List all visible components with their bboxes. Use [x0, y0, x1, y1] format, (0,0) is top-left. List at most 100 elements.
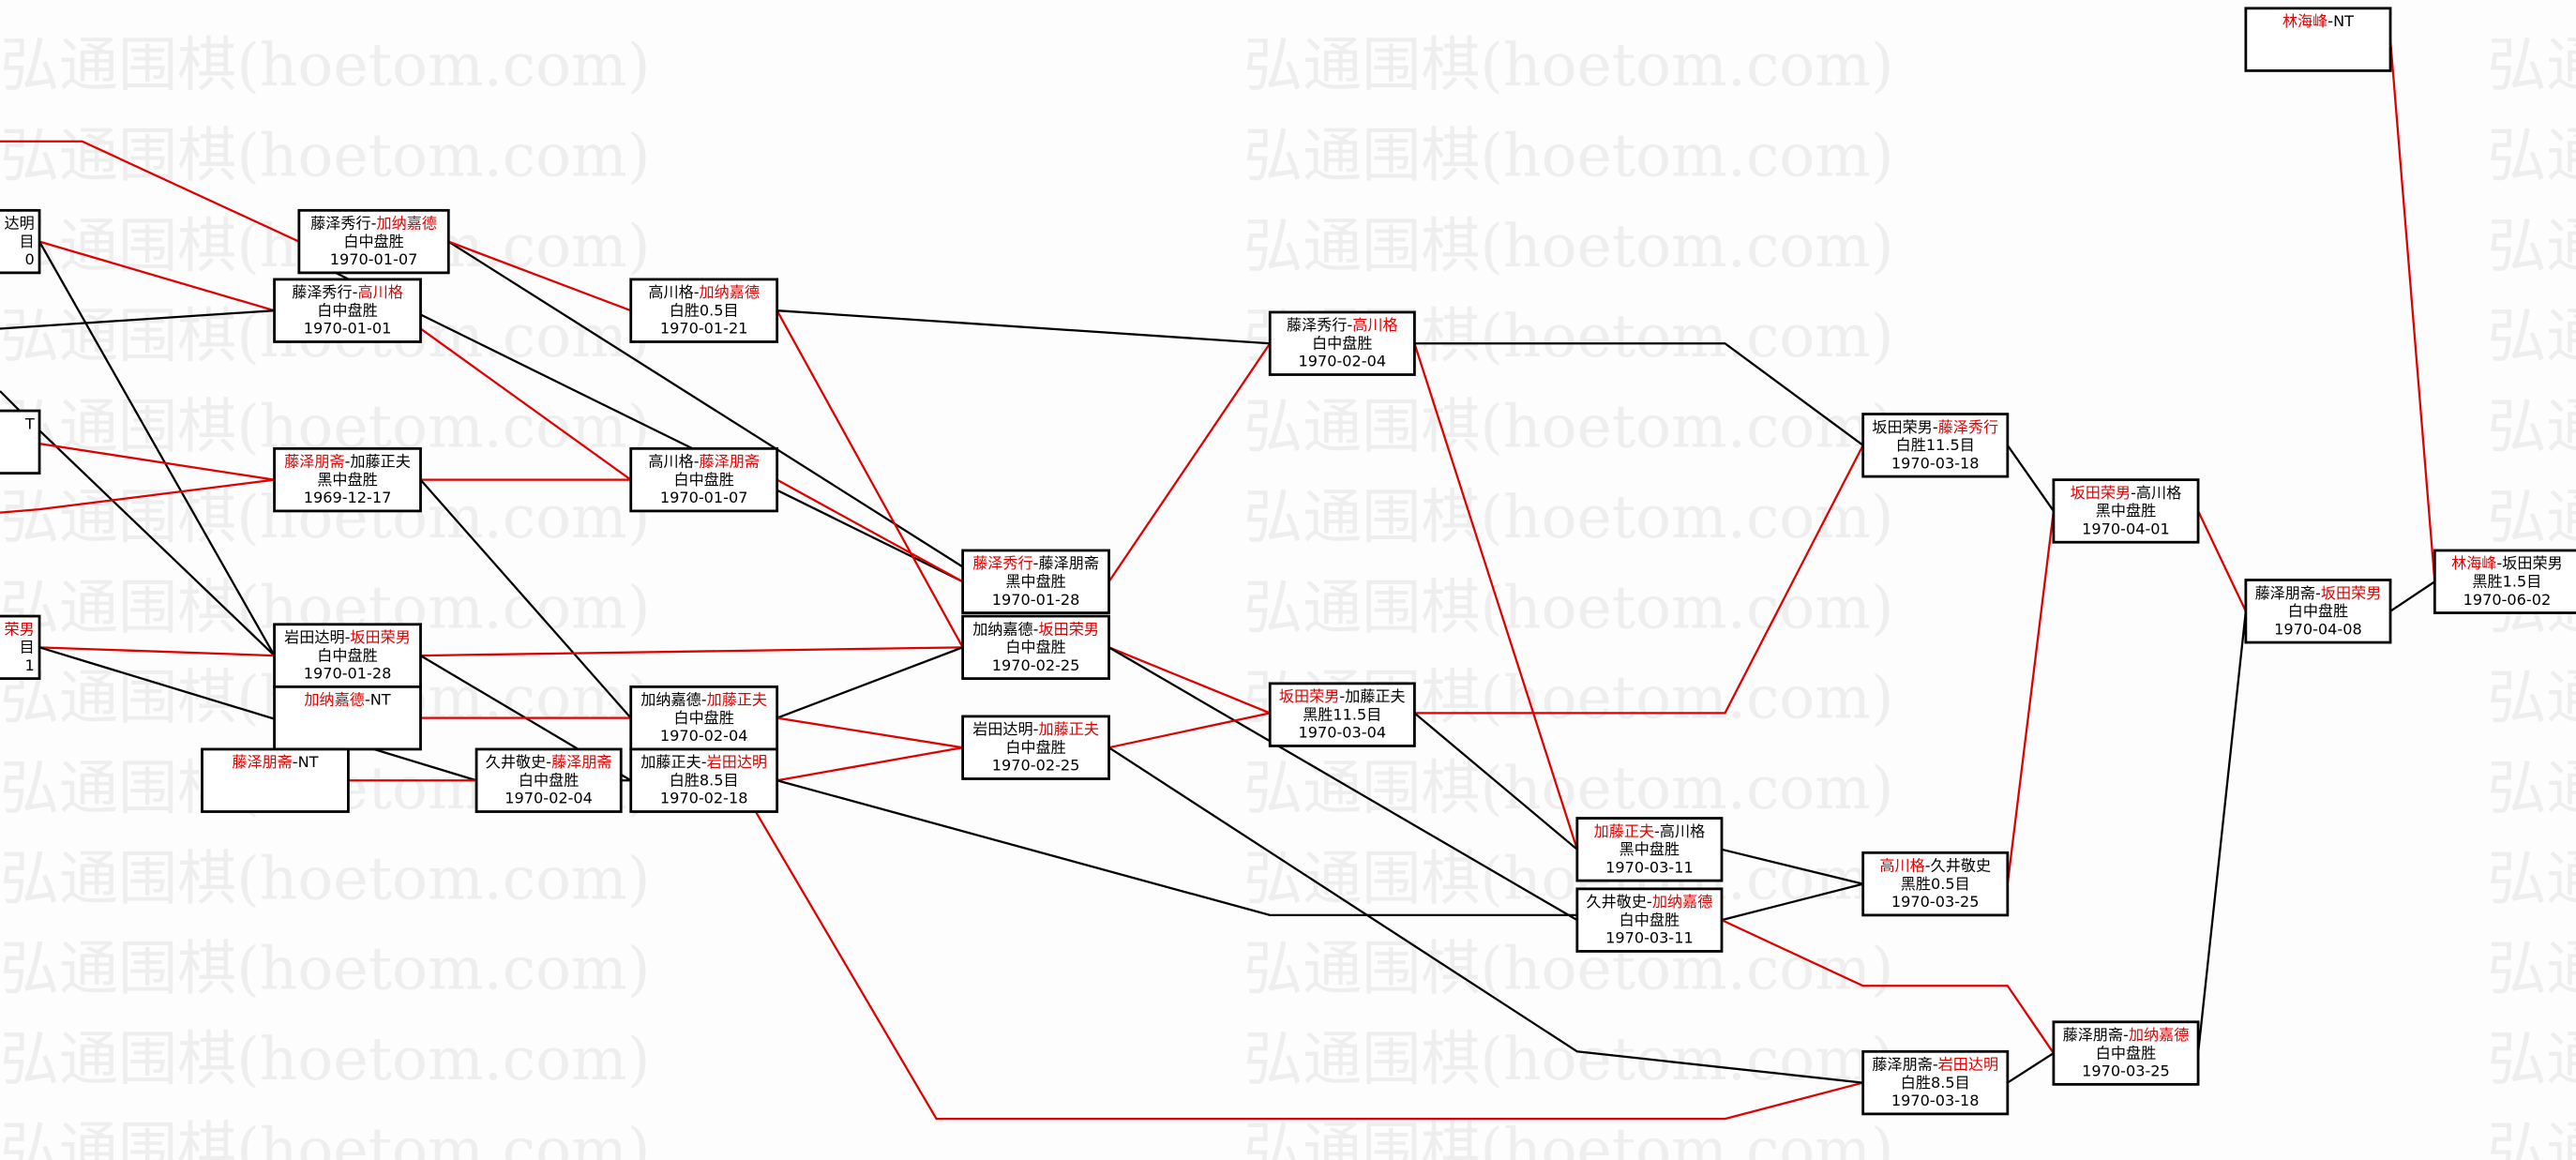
loser-link — [1107, 646, 1578, 922]
game-nodes: 藤泽秀行-加纳嘉德白中盘胜1970-01-07藤泽秀行-高川格白中盘胜1970-… — [0, 7, 2576, 1116]
watermark-text: 弘通围棋(hoetom.com) — [2487, 753, 2576, 822]
separator: - — [1654, 822, 1660, 840]
game-box — [2052, 478, 2200, 544]
winner-link — [38, 442, 275, 481]
winner-link — [1413, 342, 1578, 851]
matchup: 加藤正夫-高川格 — [1594, 822, 1706, 840]
separator: - — [2131, 484, 2136, 502]
game-node[interactable]: 藤泽朋斋-NT — [201, 747, 350, 813]
game-box — [0, 614, 41, 681]
game-box — [2244, 579, 2392, 644]
watermark-text: 弘通围棋(hoetom.com) — [0, 843, 650, 912]
player-white: NT — [298, 753, 319, 771]
game-date: 1970-02-18 — [660, 790, 748, 807]
winner-link — [39, 646, 275, 657]
game-box — [1861, 1049, 2010, 1116]
game-box — [273, 446, 422, 513]
game-box — [2052, 1020, 2200, 1086]
player-black: 加纳嘉德 — [304, 691, 364, 709]
game-result: 黑中盘胜 — [1619, 840, 1680, 858]
game-date: 1970-02-25 — [992, 757, 1080, 775]
game-box — [1268, 310, 1416, 376]
game-date: 1970-02-04 — [1299, 353, 1387, 370]
player-white: 藤泽秀行 — [1938, 418, 1998, 436]
loser-link — [776, 309, 1271, 345]
matchup: 久井敬史-加纳嘉德 — [1587, 893, 1713, 911]
winner-link — [1721, 919, 2055, 1054]
player-white: 高川格 — [1660, 822, 1705, 840]
matchup: 藤泽朋斋-坂田荣男 — [2255, 584, 2382, 602]
player-black: 加纳嘉德 — [972, 620, 1032, 638]
separator: - — [2315, 584, 2321, 602]
game-date: 1970-04-01 — [2082, 520, 2170, 537]
loser-link — [776, 779, 1577, 917]
game-node[interactable]: 林海峰-NT — [2244, 7, 2392, 72]
game-date: 1970-01-28 — [304, 665, 392, 683]
separator: - — [1339, 687, 1345, 705]
game-result: 白中盘胜 — [1005, 639, 1065, 656]
watermark-text: 弘通围棋(hoetom.com) — [2487, 211, 2576, 280]
matchup: 坂田荣男-藤泽秀行 — [1872, 418, 1998, 436]
game-date: 1970-04-08 — [2274, 620, 2362, 638]
separator: - — [293, 753, 298, 771]
player-white: 坂田荣男 — [350, 628, 410, 646]
winner-link — [2006, 510, 2056, 884]
clipped-game-node[interactable]: T — [0, 409, 41, 475]
player-white: 藤泽朋斋 — [700, 453, 760, 471]
separator: - — [1933, 1056, 1938, 1074]
player-black: 岩田达明 — [972, 720, 1032, 738]
game-box — [629, 278, 779, 343]
matchup: 藤泽朋斋-岩田达明 — [1872, 1056, 1998, 1074]
player-black: 加藤正夫 — [1594, 822, 1654, 840]
clipped-text: 达明 — [5, 215, 35, 233]
player-white: 加纳嘉德 — [1652, 893, 1712, 911]
game-result: 白中盘胜 — [673, 471, 733, 489]
watermark-text: 弘通围棋(hoetom.com) — [1243, 572, 1893, 641]
game-node[interactable]: 加纳嘉德-NT — [273, 685, 422, 751]
game-date: 1970-06-02 — [2463, 591, 2552, 609]
game-result: 白胜8.5目 — [670, 771, 739, 789]
watermark-text: 弘通围棋(hoetom.com) — [2487, 301, 2576, 370]
matchup: 高川格-加纳嘉德 — [648, 283, 760, 301]
player-black: 藤泽朋斋 — [2063, 1026, 2123, 1044]
winner-link — [1108, 712, 1271, 749]
watermark-text: 弘通围棋(hoetom.com) — [1243, 30, 1893, 99]
separator: - — [1033, 554, 1039, 572]
game-result: 黑中盘胜 — [317, 471, 377, 489]
game-result: 白中盘胜 — [317, 646, 377, 664]
player-white: 加藤正夫 — [707, 691, 767, 709]
player-black: 藤泽朋斋 — [284, 453, 344, 471]
game-box — [1861, 851, 2010, 917]
game-date: 1970-03-18 — [1891, 1092, 1980, 1109]
player-black: 藤泽朋斋 — [2255, 584, 2315, 602]
player-black: 坂田荣男 — [1279, 687, 1339, 705]
game-result: 白胜8.5目 — [1901, 1074, 1970, 1092]
watermark-text: 弘通围棋(hoetom.com) — [0, 934, 650, 1003]
player-white: 加纳嘉德 — [700, 283, 760, 301]
